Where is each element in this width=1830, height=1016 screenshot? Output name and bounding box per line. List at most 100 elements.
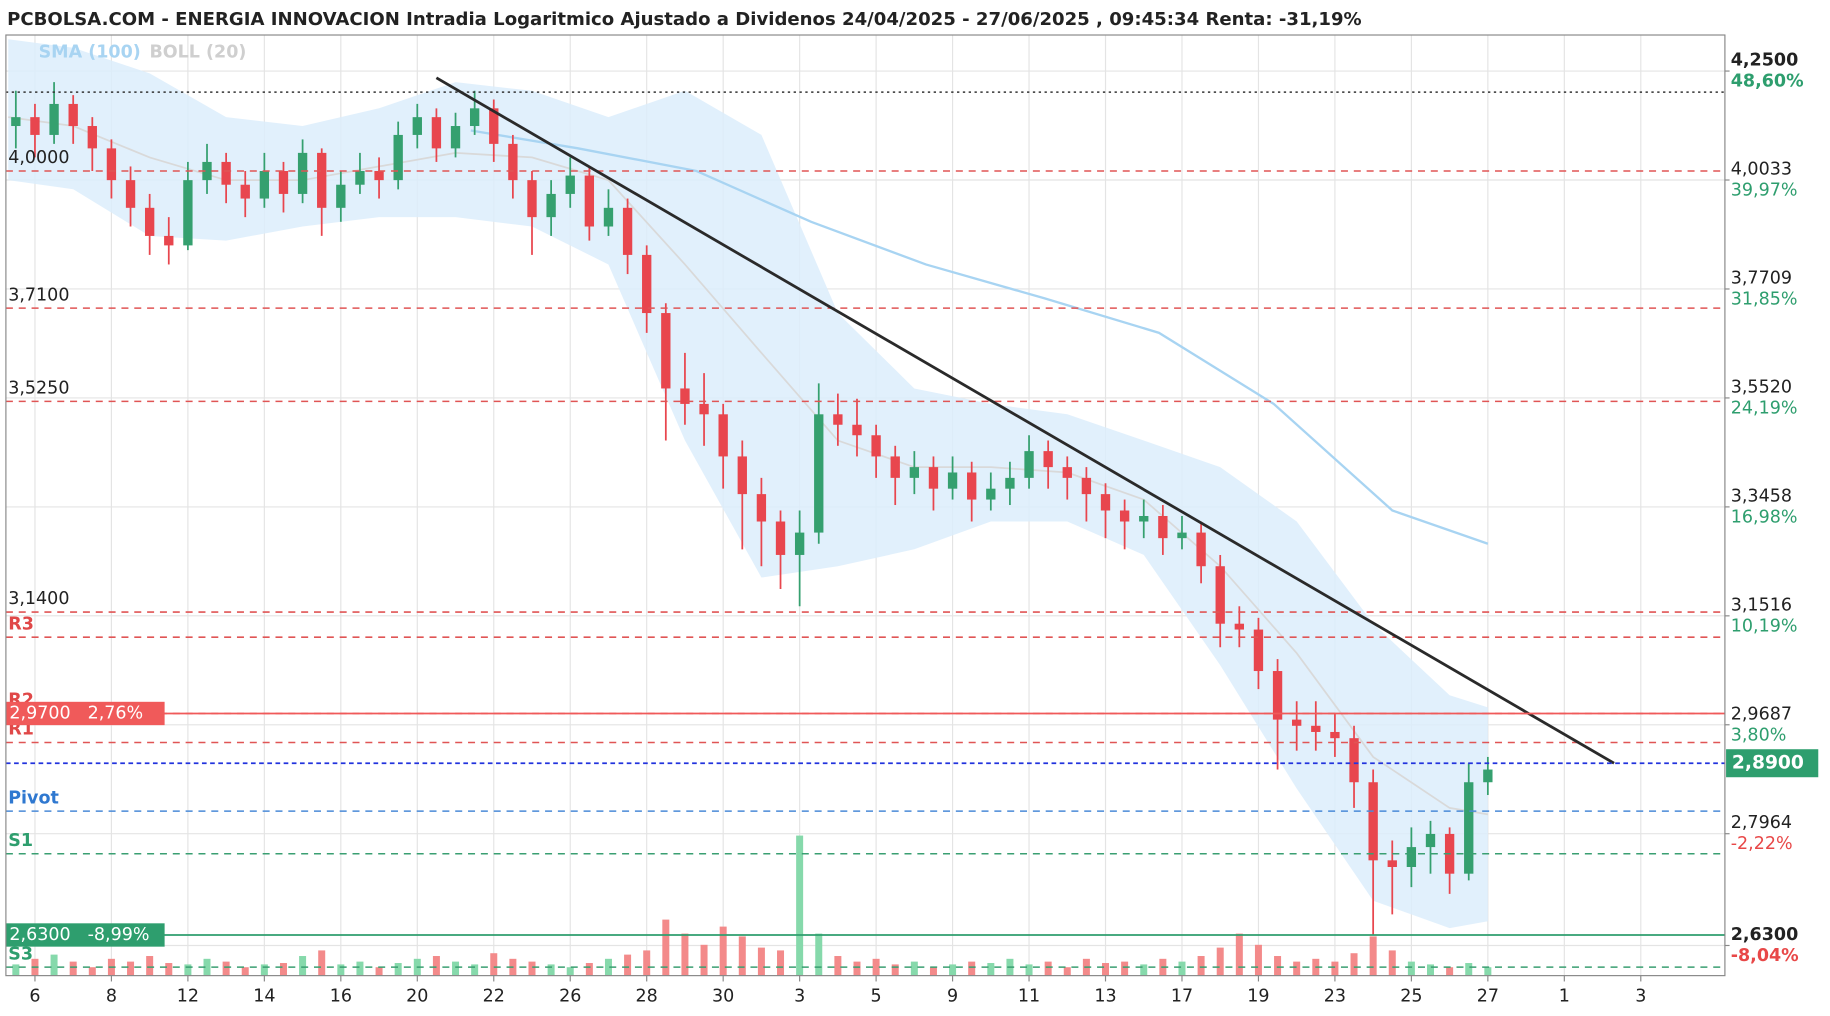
candle-body: [699, 403, 709, 415]
candle-body: [527, 180, 537, 218]
volume-bar: [279, 963, 287, 976]
volume-bar: [1274, 956, 1282, 976]
candle-body: [240, 184, 250, 199]
volume-bar: [1216, 947, 1224, 976]
candle-body: [1272, 671, 1283, 720]
candle-body: [1062, 467, 1072, 478]
candle-body: [49, 103, 59, 135]
volume-bar: [949, 964, 957, 976]
volume-bar: [1140, 964, 1148, 976]
candle-body: [1081, 477, 1092, 495]
candle-body: [1139, 515, 1149, 522]
volume-bar: [452, 961, 460, 976]
y-tick-percent-label: -8,04%: [1731, 946, 1799, 966]
x-tick-label: 16: [330, 987, 352, 1007]
volume-bar: [777, 950, 785, 976]
volume-bar: [1484, 967, 1492, 976]
candle-body: [947, 472, 958, 489]
candle-body: [986, 488, 996, 500]
y-tick-percent-label: 31,85%: [1731, 289, 1798, 309]
candle-body: [1349, 738, 1359, 783]
y-tick-percent-label: 39,97%: [1731, 181, 1798, 201]
x-tick-label: 14: [253, 987, 275, 1007]
last-price-box: [1726, 749, 1819, 778]
volume-bar: [968, 961, 976, 976]
overlay: 4,00003,71003,52503,1400R3R2R1PivotS1S32…: [5, 43, 1725, 968]
candle-body: [1425, 833, 1436, 848]
candle-body: [1464, 782, 1474, 874]
volume-bar: [471, 964, 479, 976]
volume-bar: [1235, 933, 1243, 976]
candle-body: [450, 126, 461, 149]
candle-body: [1158, 515, 1168, 539]
candle-body: [317, 152, 327, 208]
plot-border: [5, 34, 1726, 977]
legend-boll: BOLL (20): [149, 43, 246, 63]
candle-body: [565, 175, 575, 194]
candle-body: [1253, 629, 1264, 672]
x-tick-label: 11: [1018, 987, 1040, 1007]
y-tick-label: 2,7964: [1731, 813, 1792, 833]
level-label: 3,1400: [8, 589, 69, 609]
candle-body: [106, 148, 117, 181]
price-box-label: 2,6300: [9, 925, 70, 945]
x-tick-label: 17: [1171, 987, 1193, 1007]
candle-body: [1406, 847, 1417, 867]
volume-bar: [757, 947, 765, 976]
volume-bar: [260, 964, 268, 976]
candle-body: [1234, 623, 1245, 630]
x-tick-label: 6: [29, 987, 40, 1007]
x-tick-label: 22: [483, 987, 505, 1007]
x-tick-label: 26: [559, 987, 581, 1007]
volume-bar: [1388, 950, 1396, 976]
candle-body: [1311, 725, 1321, 732]
candle-body: [144, 207, 155, 236]
volume-bar: [1350, 953, 1358, 976]
level-label: 4,0000: [8, 148, 69, 168]
volume-bar: [815, 933, 823, 976]
x-tick-label: 1: [1559, 987, 1570, 1007]
y-tick-percent-label: -2,22%: [1731, 834, 1793, 854]
candle-body: [374, 171, 384, 181]
candle-body: [297, 152, 308, 194]
axes: 6 8 12 14 16 20 22 26 28 30 3 5 9 11 13 17 19 23 25 27 1 34,2…: [29, 51, 1819, 1007]
volume-bar: [1254, 944, 1262, 976]
candle-body: [412, 117, 422, 135]
level-label: 3,5250: [8, 378, 69, 398]
volume-bar: [566, 967, 574, 976]
volume-bar: [299, 956, 307, 976]
volume-bar: [1102, 963, 1110, 976]
volume-bar: [1025, 964, 1033, 976]
candle-body: [259, 171, 270, 199]
candle-body: [1368, 782, 1378, 861]
y-tick-label: 4,2500: [1731, 51, 1799, 71]
candle-body: [852, 424, 862, 436]
x-tick-label: 12: [177, 987, 199, 1007]
level-label: S1: [8, 831, 33, 851]
y-tick-percent-label: 48,60%: [1731, 72, 1804, 92]
bollinger-middle: [8, 116, 1489, 816]
volume-bar: [146, 956, 154, 976]
candle-body: [221, 161, 231, 185]
x-tick-label: 9: [947, 987, 958, 1007]
plot-area: [8, 39, 1493, 976]
volume-bar: [203, 958, 211, 976]
last-price-label: 2,8900: [1732, 753, 1804, 774]
price-box-percent: -8,99%: [88, 925, 150, 945]
volume-bar: [1293, 961, 1301, 976]
volume-bar: [222, 961, 230, 976]
level-label: 3,7100: [8, 285, 69, 305]
candle-body: [642, 254, 652, 314]
candle-body: [1196, 532, 1206, 567]
volume-bar: [1446, 967, 1454, 976]
volume-bar: [241, 967, 249, 976]
x-tick-label: 25: [1400, 987, 1422, 1007]
volume-bar: [643, 950, 651, 976]
y-tick-label: 2,6300: [1731, 925, 1799, 945]
candle-body: [30, 117, 40, 135]
candle-body: [775, 521, 786, 555]
volume-bar: [528, 961, 536, 976]
candle-body: [814, 414, 824, 533]
volume-bar: [1121, 961, 1129, 976]
y-tick-label: 2,9687: [1731, 704, 1792, 724]
